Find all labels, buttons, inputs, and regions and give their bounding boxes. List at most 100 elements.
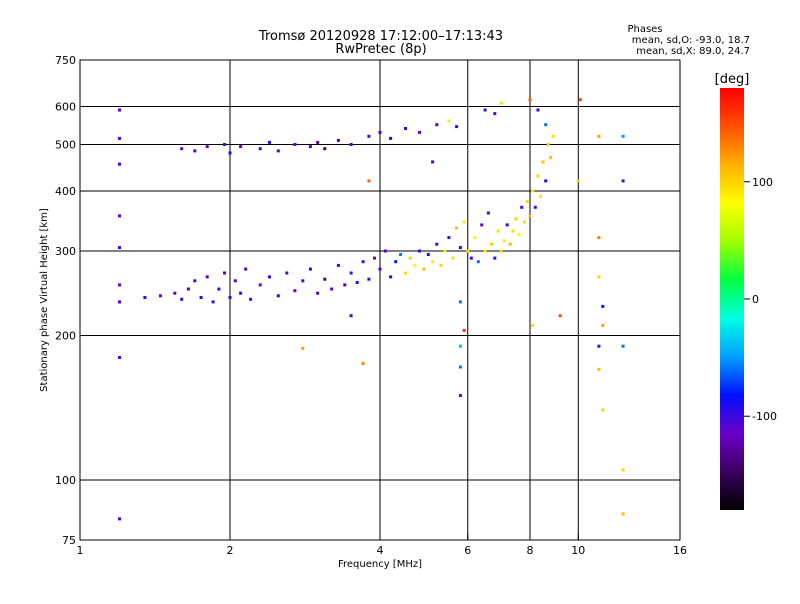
data-point <box>528 98 532 102</box>
data-point <box>502 239 506 243</box>
data-point <box>118 136 121 140</box>
data-point <box>239 291 243 295</box>
data-point <box>517 232 521 236</box>
data-point <box>373 256 376 260</box>
data-point <box>233 279 237 283</box>
data-point <box>367 134 371 138</box>
data-point <box>323 277 327 281</box>
data-point <box>239 145 243 149</box>
data-point <box>418 130 421 134</box>
data-point <box>597 367 601 371</box>
x-axis-ticks: 1 2 4 6 8 10 16 <box>77 534 687 557</box>
data-point <box>469 256 473 260</box>
data-point <box>539 194 543 198</box>
y-tick-label: 200 <box>55 330 76 343</box>
data-point <box>486 211 490 215</box>
data-point <box>408 256 412 260</box>
data-point <box>544 179 548 183</box>
chart-title: Tromsø 20120928 17:12:00–17:13:43 <box>258 29 503 44</box>
data-point <box>531 189 535 193</box>
data-point <box>536 108 540 112</box>
data-point <box>597 134 601 138</box>
data-point <box>536 174 540 178</box>
data-point <box>490 242 494 246</box>
data-point <box>180 147 184 151</box>
data-point <box>404 271 407 275</box>
colorbar-tick-label: 100 <box>752 176 773 189</box>
data-point <box>308 145 312 149</box>
data-point <box>544 123 548 127</box>
y-tick-label: 75 <box>62 534 76 547</box>
data-point <box>558 314 562 318</box>
data-point <box>143 296 147 299</box>
data-point <box>435 242 439 246</box>
data-point <box>466 249 470 253</box>
data-point <box>205 145 209 149</box>
data-point <box>394 260 398 264</box>
colorbar-label: [deg] <box>715 72 750 87</box>
colorbar-ticks: 100 0 -100 <box>744 176 777 423</box>
data-point <box>476 260 480 264</box>
data-point <box>228 151 232 155</box>
y-tick-label: 600 <box>55 101 76 114</box>
y-tick-label: 300 <box>55 245 76 258</box>
data-point <box>621 179 625 183</box>
data-point <box>499 101 503 105</box>
data-point <box>505 223 509 227</box>
data-point <box>118 246 121 250</box>
data-point <box>316 140 320 144</box>
data-point <box>268 275 271 279</box>
data-point <box>578 98 582 102</box>
colorbar-tick-label: -100 <box>752 410 777 423</box>
data-point <box>268 140 271 144</box>
data-point <box>426 253 430 256</box>
data-point <box>361 260 365 264</box>
y-tick-label: 750 <box>55 54 76 67</box>
data-point <box>301 346 305 350</box>
data-point <box>336 263 340 267</box>
data-point <box>458 394 462 397</box>
data-point <box>378 267 382 271</box>
data-point <box>193 279 197 283</box>
data-point <box>349 271 353 275</box>
y-axis-ticks: 75 100 200 300 400 500 600 750 <box>55 54 86 547</box>
data-point <box>439 263 443 267</box>
data-point <box>451 256 455 260</box>
data-point <box>447 236 451 240</box>
data-point <box>597 275 601 279</box>
data-point <box>431 160 435 164</box>
data-point <box>118 214 121 218</box>
data-point <box>293 289 297 293</box>
data-point <box>118 300 121 304</box>
y-tick-label: 400 <box>55 185 76 198</box>
x-tick-label: 1 <box>77 544 84 557</box>
data-point <box>483 108 487 112</box>
data-point <box>193 149 197 153</box>
data-point <box>597 344 601 348</box>
data-point <box>523 220 526 224</box>
data-point <box>389 136 393 140</box>
data-point <box>211 300 215 304</box>
data-point <box>349 143 353 146</box>
data-point <box>541 160 545 164</box>
data-point <box>308 267 312 271</box>
data-point <box>458 246 462 250</box>
data-point <box>404 127 407 130</box>
data-point <box>180 297 184 301</box>
data-point <box>520 205 524 209</box>
data-point <box>458 344 462 348</box>
data-point <box>118 108 121 112</box>
colorbar-tick-label: 0 <box>752 293 759 306</box>
data-point <box>418 249 421 253</box>
data-point <box>323 147 327 151</box>
x-axis-label: Frequency [MHz] <box>338 559 422 570</box>
data-point <box>499 249 503 253</box>
data-point <box>601 304 605 308</box>
data-point <box>118 162 121 166</box>
y-tick-label: 500 <box>55 139 76 152</box>
data-point <box>186 287 190 291</box>
data-point <box>330 287 334 291</box>
data-point <box>276 294 280 298</box>
